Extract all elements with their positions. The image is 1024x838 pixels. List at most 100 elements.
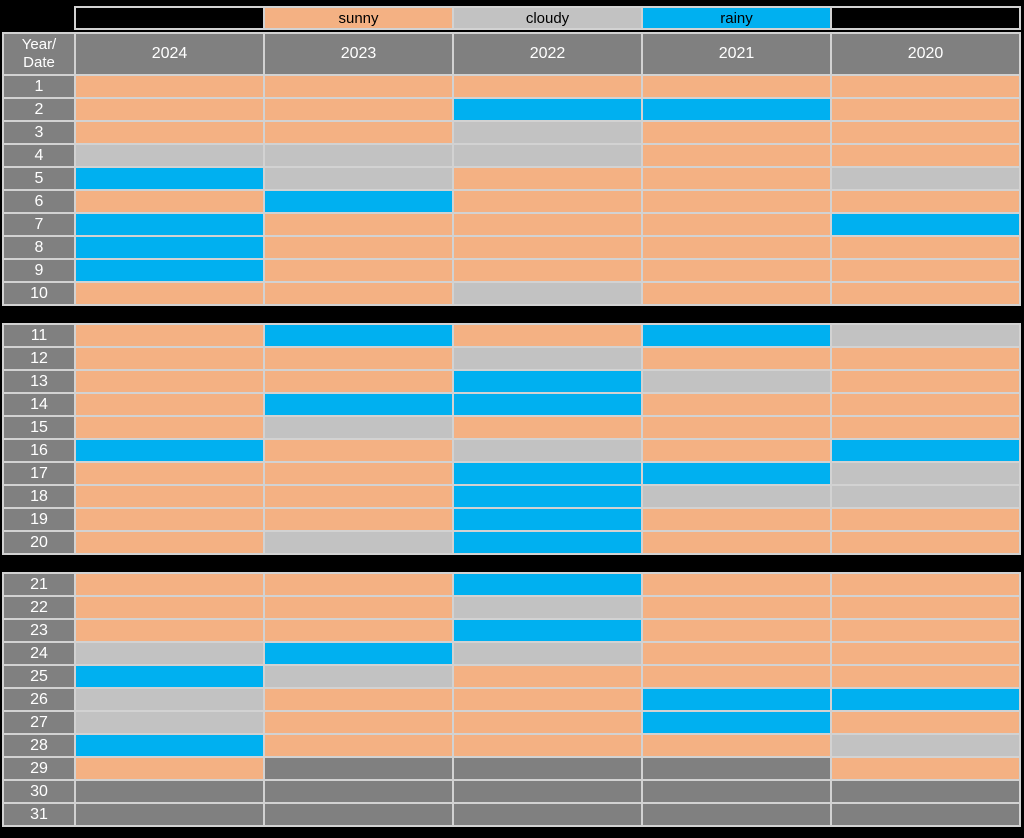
weather-cell-2022-11: [454, 325, 641, 346]
weather-cell-2023-31: [265, 804, 452, 825]
weather-cell-2021-11: [643, 325, 830, 346]
weather-cell-2024-26: [76, 689, 263, 710]
date-label: 24: [4, 643, 74, 664]
weather-cell-2021-5: [643, 168, 830, 189]
weather-cell-2020-22: [832, 597, 1019, 618]
weather-cell-2020-3: [832, 122, 1019, 143]
weather-cell-2024-23: [76, 620, 263, 641]
date-label: 4: [4, 145, 74, 166]
legend-item-cloudy: cloudy: [454, 8, 641, 28]
weather-cell-2021-16: [643, 440, 830, 461]
weather-cell-2023-1: [265, 76, 452, 97]
weather-cell-2022-21: [454, 574, 641, 595]
date-label: 2: [4, 99, 74, 120]
date-label: 18: [4, 486, 74, 507]
weather-cell-2022-15: [454, 417, 641, 438]
weather-cell-2021-22: [643, 597, 830, 618]
weather-cell-2021-15: [643, 417, 830, 438]
year-header-2020: 2020: [832, 34, 1019, 74]
weather-cell-2020-19: [832, 509, 1019, 530]
legend-spacer: [2, 6, 74, 30]
date-label: 15: [4, 417, 74, 438]
weather-cell-2023-9: [265, 260, 452, 281]
weather-cell-2024-20: [76, 532, 263, 553]
weather-cell-2021-9: [643, 260, 830, 281]
year-header-2024: 2024: [76, 34, 263, 74]
weather-cell-2024-5: [76, 168, 263, 189]
year-header-2021: 2021: [643, 34, 830, 74]
weather-cell-2023-25: [265, 666, 452, 687]
weather-cell-2024-22: [76, 597, 263, 618]
legend-strip: sunny cloudy rainy: [74, 6, 1021, 30]
weather-cell-2022-20: [454, 532, 641, 553]
weather-cell-2022-23: [454, 620, 641, 641]
weather-cell-2022-5: [454, 168, 641, 189]
weather-cell-2023-5: [265, 168, 452, 189]
weather-cell-2020-29: [832, 758, 1019, 779]
date-label: 31: [4, 804, 74, 825]
weather-cell-2024-11: [76, 325, 263, 346]
weather-cell-2021-14: [643, 394, 830, 415]
weather-cell-2022-22: [454, 597, 641, 618]
weather-cell-2022-2: [454, 99, 641, 120]
weather-cell-2024-2: [76, 99, 263, 120]
weather-cell-2021-3: [643, 122, 830, 143]
weather-cell-2021-25: [643, 666, 830, 687]
weather-cell-2021-17: [643, 463, 830, 484]
weather-cell-2021-20: [643, 532, 830, 553]
date-label: 21: [4, 574, 74, 595]
date-label: 6: [4, 191, 74, 212]
weather-cell-2020-18: [832, 486, 1019, 507]
weather-cell-2023-11: [265, 325, 452, 346]
weather-cell-2024-10: [76, 283, 263, 304]
weather-cell-2020-11: [832, 325, 1019, 346]
weather-cell-2021-27: [643, 712, 830, 733]
date-label: 27: [4, 712, 74, 733]
weather-cell-2023-28: [265, 735, 452, 756]
weather-cell-2022-28: [454, 735, 641, 756]
weather-cell-2022-17: [454, 463, 641, 484]
weather-cell-2020-28: [832, 735, 1019, 756]
weather-cell-2022-14: [454, 394, 641, 415]
weather-cell-2020-6: [832, 191, 1019, 212]
weather-cell-2022-19: [454, 509, 641, 530]
weather-cell-2022-7: [454, 214, 641, 235]
date-label: 3: [4, 122, 74, 143]
weather-cell-2020-14: [832, 394, 1019, 415]
weather-cell-2024-12: [76, 348, 263, 369]
weather-cell-2023-21: [265, 574, 452, 595]
weather-cell-2022-9: [454, 260, 641, 281]
weather-cell-2023-12: [265, 348, 452, 369]
weather-cell-2020-25: [832, 666, 1019, 687]
weather-cell-2023-23: [265, 620, 452, 641]
date-label: 23: [4, 620, 74, 641]
weather-cell-2021-18: [643, 486, 830, 507]
weather-cell-2024-6: [76, 191, 263, 212]
weather-cell-2021-24: [643, 643, 830, 664]
date-label: 25: [4, 666, 74, 687]
weather-cell-2022-6: [454, 191, 641, 212]
weather-cell-2020-5: [832, 168, 1019, 189]
weather-cell-2021-30: [643, 781, 830, 802]
date-label: 13: [4, 371, 74, 392]
date-label: 28: [4, 735, 74, 756]
weather-cell-2021-4: [643, 145, 830, 166]
weather-cell-2021-8: [643, 237, 830, 258]
weather-cell-2023-3: [265, 122, 452, 143]
weather-cell-2022-4: [454, 145, 641, 166]
weather-cell-2021-26: [643, 689, 830, 710]
weather-cell-2022-31: [454, 804, 641, 825]
weather-cell-2022-10: [454, 283, 641, 304]
weather-cell-2020-8: [832, 237, 1019, 258]
weather-cell-2023-2: [265, 99, 452, 120]
weather-cell-2021-21: [643, 574, 830, 595]
weather-cell-2023-10: [265, 283, 452, 304]
weather-cell-2020-10: [832, 283, 1019, 304]
weather-cell-2022-16: [454, 440, 641, 461]
weather-cell-2024-14: [76, 394, 263, 415]
weather-cell-2022-8: [454, 237, 641, 258]
weather-cell-2022-27: [454, 712, 641, 733]
weather-cell-2024-15: [76, 417, 263, 438]
weather-cell-2020-30: [832, 781, 1019, 802]
weather-cell-2021-12: [643, 348, 830, 369]
